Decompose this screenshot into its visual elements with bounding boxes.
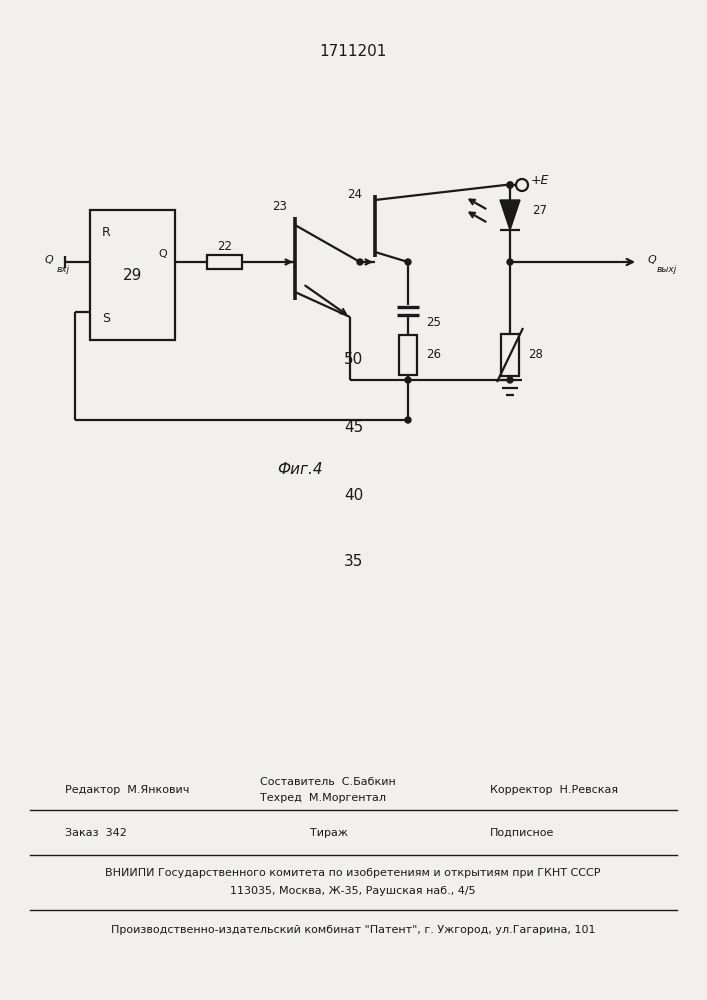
Text: Техред  М.Моргентал: Техред М.Моргентал [260,793,386,803]
Text: 50: 50 [344,353,363,367]
Text: Составитель  С.Бабкин: Составитель С.Бабкин [260,777,396,787]
Text: Q: Q [158,249,167,259]
Text: S: S [102,312,110,324]
Circle shape [507,259,513,265]
Bar [399,335,417,375]
Circle shape [405,377,411,383]
Bar [501,334,519,376]
Text: 23: 23 [273,200,288,214]
Circle shape [507,182,513,188]
Circle shape [357,259,363,265]
Text: Q: Q [45,255,53,265]
Text: 45: 45 [344,420,363,436]
Text: 24: 24 [348,188,363,202]
Text: 25: 25 [426,316,441,330]
Circle shape [405,259,411,265]
Text: 40: 40 [344,488,363,502]
Text: Q: Q [648,255,657,265]
Text: Подписное: Подписное [490,828,554,838]
Text: 35: 35 [344,554,363,570]
Text: Тираж: Тираж [310,828,348,838]
Bar [207,255,243,269]
Text: 113035, Москва, Ж-35, Раушская наб., 4/5: 113035, Москва, Ж-35, Раушская наб., 4/5 [230,886,476,896]
Circle shape [405,417,411,423]
Bar [90,210,175,340]
Text: выхj: выхj [657,265,677,274]
Text: вхj: вхj [57,264,70,273]
Text: 27: 27 [532,204,547,217]
Text: +E: +E [531,174,549,188]
Text: 1711201: 1711201 [320,44,387,60]
Text: Заказ  342: Заказ 342 [65,828,127,838]
Circle shape [507,377,513,383]
Text: Редактор  М.Янкович: Редактор М.Янкович [65,785,189,795]
Text: 22: 22 [218,239,233,252]
Text: R: R [102,226,110,238]
Text: 26: 26 [426,349,441,361]
Polygon shape [500,200,520,230]
Text: 29: 29 [123,267,142,282]
Text: Производственно-издательский комбинат "Патент", г. Ужгород, ул.Гагарина, 101: Производственно-издательский комбинат "П… [111,925,595,935]
Text: ВНИИПИ Государственного комитета по изобретениям и открытиям при ГКНТ СССР: ВНИИПИ Государственного комитета по изоб… [105,868,601,878]
Text: 28: 28 [528,349,543,361]
Circle shape [507,182,513,188]
Text: Корректор  Н.Ревская: Корректор Н.Ревская [490,785,618,795]
Text: Фиг.4: Фиг.4 [277,462,323,478]
